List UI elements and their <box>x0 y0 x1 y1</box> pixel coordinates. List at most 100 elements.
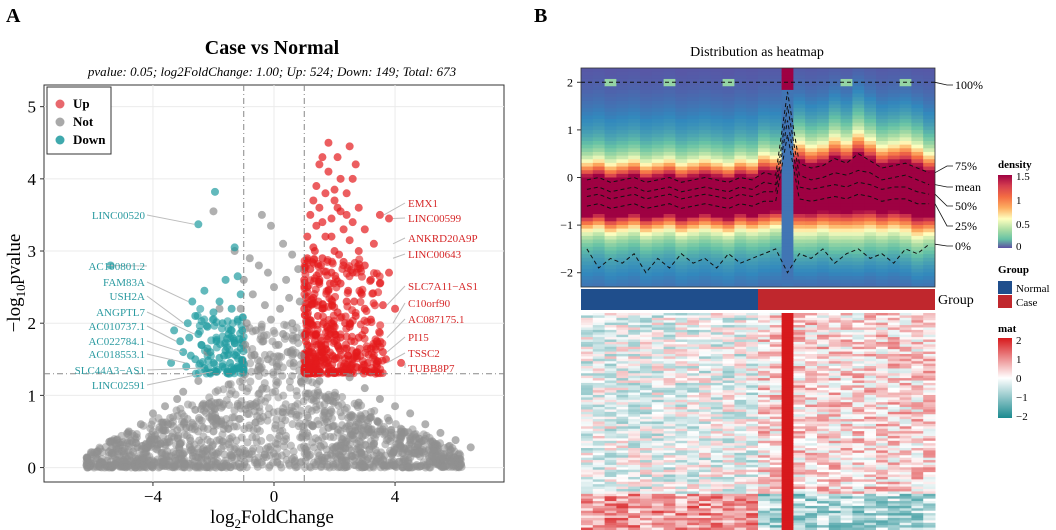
density-cell <box>699 228 712 233</box>
density-cell <box>734 104 747 109</box>
density-cell <box>734 243 747 248</box>
density-cell <box>675 130 688 135</box>
density-cell <box>675 86 688 91</box>
density-cell <box>781 224 794 230</box>
gene-label: ANKRD20A9P <box>408 233 478 245</box>
density-cell <box>746 104 759 109</box>
density-cell <box>722 104 735 109</box>
density-cell <box>687 71 700 76</box>
gene-label: LINC00643 <box>408 249 462 261</box>
not-point <box>256 417 265 426</box>
density-cell <box>828 111 842 117</box>
density-cell <box>758 151 771 157</box>
down-point <box>220 351 229 360</box>
density-cell <box>734 97 747 102</box>
up-point <box>360 326 369 335</box>
density-cell <box>663 235 676 241</box>
density-cell <box>628 217 641 222</box>
not-point <box>289 358 298 367</box>
not-point <box>307 395 316 404</box>
down-point <box>194 330 203 339</box>
density-cell <box>699 82 712 87</box>
density-cell <box>710 148 724 153</box>
density-cell <box>640 151 653 157</box>
gene-label: SLC44A3−AS1 <box>75 365 145 377</box>
down-point <box>238 326 247 335</box>
up-point <box>321 340 330 349</box>
density-cell <box>616 184 629 190</box>
density-cell <box>616 86 629 91</box>
density-cell <box>675 119 688 124</box>
density-cell <box>769 232 783 237</box>
density-cell <box>817 265 830 270</box>
density-cell <box>592 221 606 226</box>
down-point <box>203 344 212 353</box>
density-cell <box>604 100 617 106</box>
density-cell <box>663 93 676 98</box>
density-cell <box>911 166 924 171</box>
not-point <box>186 446 195 455</box>
gene-label: AC022784.1 <box>88 336 145 348</box>
density-cell <box>628 199 641 204</box>
density-cell <box>793 155 806 160</box>
density-cell <box>722 217 735 222</box>
up-point <box>309 196 318 205</box>
density-cell <box>817 228 830 233</box>
density-cell <box>734 195 747 200</box>
up-point <box>327 268 336 277</box>
density-cell <box>769 228 783 233</box>
density-cell <box>616 276 629 281</box>
density-cell <box>592 144 606 149</box>
density-cell <box>817 151 830 157</box>
volcano-ylabel: −log10pvalue <box>4 234 28 333</box>
density-cell <box>817 111 830 117</box>
density-cell <box>581 130 594 135</box>
density-cell <box>758 126 771 131</box>
density-cell <box>663 228 676 233</box>
density-cell <box>592 268 606 273</box>
density-cell <box>899 133 912 138</box>
density-cell <box>769 206 783 211</box>
not-point <box>124 446 133 455</box>
not-point <box>302 450 311 459</box>
density-cell <box>769 265 783 270</box>
up-point <box>333 367 342 376</box>
density-cell <box>699 100 712 106</box>
density-cell <box>923 126 935 131</box>
not-point <box>466 443 475 452</box>
density-cell <box>581 239 594 244</box>
density-cell <box>722 261 735 266</box>
density-cell <box>840 221 853 226</box>
density-cell <box>734 119 747 124</box>
density-cell <box>581 224 594 230</box>
density-cell <box>805 71 818 76</box>
not-point <box>279 239 288 248</box>
not-point <box>327 451 336 460</box>
density-cell <box>592 228 606 233</box>
density-cell <box>604 276 617 281</box>
density-cell <box>852 239 865 244</box>
density-cell <box>864 68 877 73</box>
density-cell <box>852 133 865 138</box>
density-cell <box>651 93 665 98</box>
density-cell <box>663 272 676 277</box>
density-cell <box>687 224 700 230</box>
gene-label: LINC02591 <box>92 380 145 392</box>
not-point <box>270 329 279 338</box>
density-cell <box>805 235 818 241</box>
down-point <box>226 358 235 367</box>
density-cell <box>699 68 712 73</box>
ytick-label-5: 5 <box>28 98 37 117</box>
density-cell <box>581 192 594 197</box>
quantile-label-q50: 50% <box>955 199 977 213</box>
density-cell <box>793 279 806 284</box>
density-cell <box>734 214 747 219</box>
density-cell <box>675 89 688 95</box>
density-cell <box>746 162 759 168</box>
density-cell <box>758 210 771 215</box>
density-cell <box>923 86 935 91</box>
up-point <box>360 261 369 270</box>
density-cell <box>675 272 688 277</box>
density-cell <box>805 115 818 120</box>
up-point <box>322 322 331 331</box>
